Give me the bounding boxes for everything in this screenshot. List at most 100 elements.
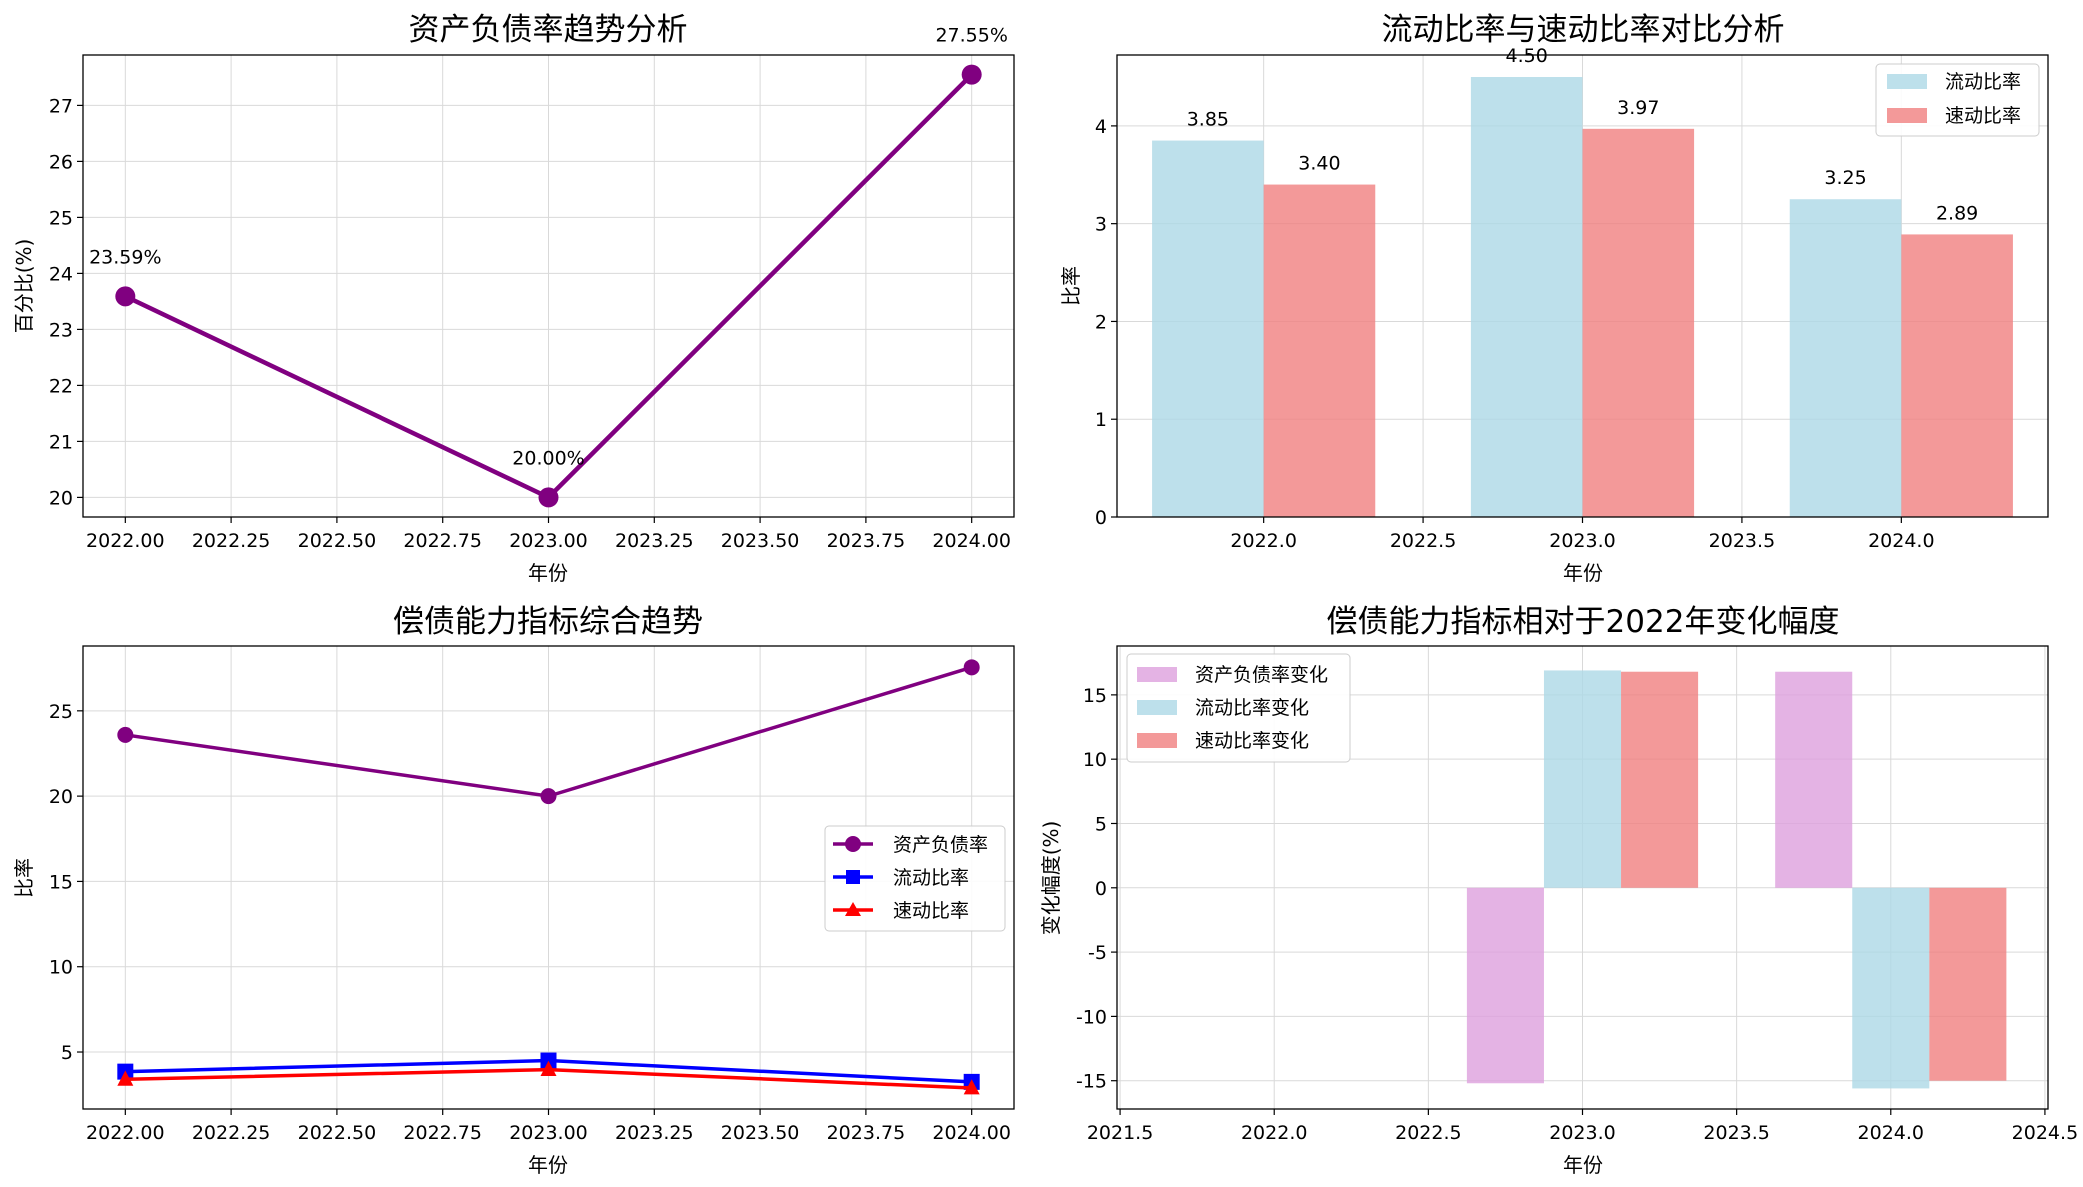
y-tick-labels: 5 10 15 20 25 bbox=[49, 701, 83, 1064]
data-point bbox=[540, 1052, 557, 1069]
chart-title: 偿债能力指标相对于2022年变化幅度 bbox=[1327, 604, 1840, 640]
y-tick-label: 5 bbox=[61, 1042, 73, 1064]
data-label: 3.40 bbox=[1298, 153, 1340, 175]
x-tick-labels: 2022.00 2022.25 2022.50 2022.75 2023.00 2023.… bbox=[86, 1109, 1011, 1144]
y-tick-label: 25 bbox=[49, 701, 73, 723]
data-point bbox=[117, 1070, 134, 1086]
axes-frame bbox=[82, 54, 1015, 518]
x-tick-label: 2023.75 bbox=[827, 530, 906, 552]
legend: 资产负债率变化 流动比率变化 速动比率变化 bbox=[1126, 653, 1351, 763]
x-tick-label: 2022.0 bbox=[1241, 1122, 1307, 1144]
data-point bbox=[115, 286, 136, 307]
x-tick-label: 2024.0 bbox=[1858, 1122, 1924, 1144]
x-tick-label: 2022.75 bbox=[403, 530, 482, 552]
x-tick-label: 2022.50 bbox=[298, 530, 377, 552]
data-labels: 3.85 4.50 3.25 3.40 3.97 2.89 bbox=[1187, 45, 1979, 224]
x-tick-label: 2021.5 bbox=[1087, 1122, 1153, 1144]
y-tick-label: 1 bbox=[1095, 409, 1107, 431]
legend-marker bbox=[845, 902, 861, 916]
y-tick-label: 0 bbox=[1095, 507, 1107, 529]
y-tick-label: 26 bbox=[49, 151, 73, 173]
x-tick-label: 2023.00 bbox=[509, 1122, 588, 1144]
x-tick-labels: 2022.00 2022.25 2022.50 2022.75 2023.00 2023.… bbox=[86, 517, 1011, 552]
data-label: 23.59% bbox=[89, 246, 161, 268]
x-tick-label: 2023.0 bbox=[1549, 1122, 1615, 1144]
axes-frame bbox=[1116, 54, 2049, 518]
y-tick-label: 20 bbox=[49, 487, 73, 509]
data-point bbox=[540, 1060, 557, 1076]
chart-title: 流动比率与速动比率对比分析 bbox=[1382, 12, 1785, 48]
axes-frame bbox=[1116, 645, 2049, 1110]
y-tick-label: 2 bbox=[1095, 311, 1107, 333]
x-tick-label: 2022.00 bbox=[86, 530, 165, 552]
data-point bbox=[963, 1079, 980, 1095]
legend-label: 流动比率 bbox=[1945, 71, 2021, 93]
x-tick-label: 2022.75 bbox=[403, 1122, 482, 1144]
x-tick-label: 2023.25 bbox=[615, 1122, 694, 1144]
bar bbox=[1621, 671, 1699, 888]
bar bbox=[1263, 184, 1376, 518]
legend-swatch bbox=[1887, 74, 1927, 89]
y-tick-label: 25 bbox=[49, 207, 73, 229]
legend-label: 速动比率 bbox=[893, 900, 969, 922]
y-tick-label: 21 bbox=[49, 431, 73, 453]
legend-swatch bbox=[1137, 733, 1177, 748]
bar bbox=[1852, 887, 1930, 1089]
panel-solvency-combined-trend: 偿债能力指标综合趋势 2022.00 2022.25 2022.50 2022.75 2… bbox=[12, 604, 1015, 1177]
bar bbox=[1789, 199, 1902, 517]
data-label: 4.50 bbox=[1506, 45, 1548, 67]
bar bbox=[1466, 887, 1544, 1084]
bar bbox=[1929, 887, 2007, 1081]
y-tick-label: -10 bbox=[1076, 1006, 1107, 1028]
x-tick-label: 2023.5 bbox=[1709, 530, 1775, 552]
y-tick-label: 23 bbox=[49, 319, 73, 341]
bar bbox=[1470, 77, 1583, 517]
data-point bbox=[540, 788, 557, 805]
y-tick-label: 5 bbox=[1095, 813, 1107, 835]
bar bbox=[1775, 671, 1853, 888]
x-tick-label: 2024.0 bbox=[1868, 530, 1934, 552]
y-axis-label: 百分比(%) bbox=[12, 239, 36, 334]
data-label: 3.25 bbox=[1824, 167, 1866, 189]
panel-debt-ratio-trend: 资产负债率趋势分析 2022.00 2022.25 2022.50 2022.75 20… bbox=[12, 12, 1015, 585]
bar bbox=[1152, 140, 1264, 518]
data-point bbox=[117, 726, 134, 743]
data-point bbox=[961, 64, 982, 85]
x-axis-label: 年份 bbox=[1563, 1153, 1603, 1177]
x-tick-label: 2023.5 bbox=[1703, 1122, 1769, 1144]
grid bbox=[83, 55, 1014, 517]
data-label: 27.55% bbox=[935, 25, 1007, 47]
x-tick-labels: 2021.5 2022.0 2022.5 2023.0 2023.5 2024.0 2024… bbox=[1087, 1109, 2078, 1144]
legend-label: 流动比率变化 bbox=[1195, 697, 1309, 719]
legend-marker bbox=[845, 836, 861, 852]
y-tick-label: -15 bbox=[1076, 1071, 1107, 1093]
x-tick-labels: 2022.0 2022.5 2023.0 2023.5 2024.0 bbox=[1230, 517, 1935, 552]
x-tick-label: 2024.00 bbox=[932, 1122, 1011, 1144]
legend-label: 资产负债率 bbox=[893, 834, 988, 856]
x-axis-label: 年份 bbox=[1563, 561, 1603, 585]
bar bbox=[1543, 670, 1622, 888]
x-tick-label: 2023.00 bbox=[509, 530, 588, 552]
data-label: 2.89 bbox=[1936, 202, 1978, 224]
x-axis-label: 年份 bbox=[528, 561, 568, 585]
legend-box bbox=[1126, 653, 1351, 763]
chart-title: 偿债能力指标综合趋势 bbox=[393, 604, 703, 640]
bars bbox=[1152, 77, 2013, 518]
x-tick-label: 2022.25 bbox=[192, 530, 271, 552]
data-point bbox=[963, 659, 980, 676]
x-axis-label: 年份 bbox=[528, 1153, 568, 1177]
y-tick-label: 22 bbox=[49, 375, 73, 397]
data-label: 3.85 bbox=[1187, 109, 1229, 131]
legend: 流动比率 速动比率 bbox=[1875, 63, 2040, 137]
legend: 资产负债率 流动比率 速动比率 bbox=[824, 825, 1006, 932]
x-tick-label: 2023.0 bbox=[1549, 530, 1615, 552]
y-tick-label: 10 bbox=[49, 957, 73, 979]
y-axis-label: 比率 bbox=[1059, 266, 1083, 306]
legend-swatch bbox=[1137, 700, 1177, 715]
legend-swatch bbox=[1887, 108, 1927, 123]
y-axis-label: 变化幅度(%) bbox=[1039, 821, 1063, 936]
chart-title: 资产负债率趋势分析 bbox=[409, 12, 688, 48]
x-tick-label: 2023.25 bbox=[615, 530, 694, 552]
y-tick-label: 15 bbox=[1083, 685, 1107, 707]
x-tick-label: 2022.5 bbox=[1390, 530, 1456, 552]
